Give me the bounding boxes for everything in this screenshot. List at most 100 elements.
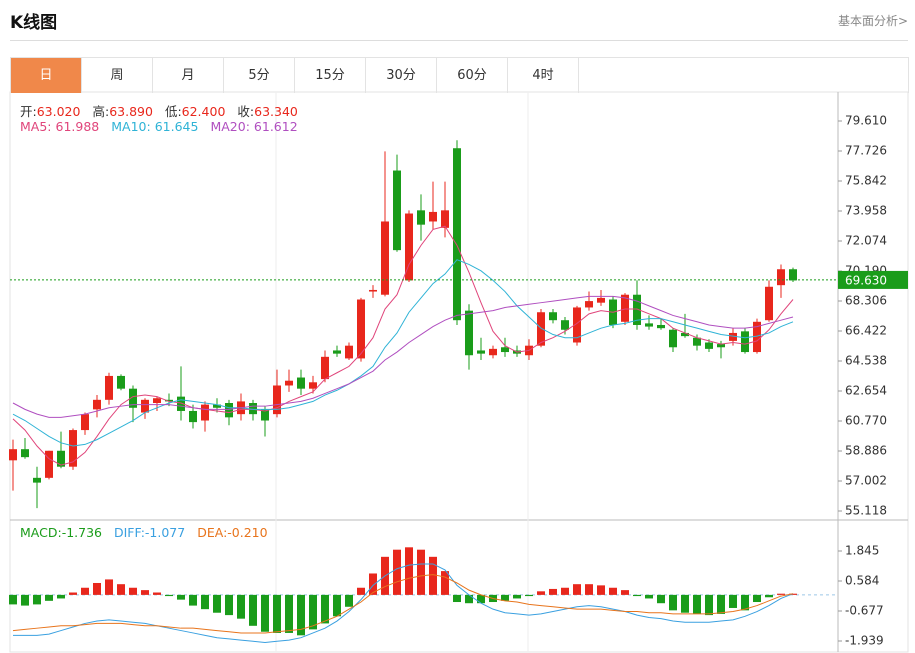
info-label: 低: bbox=[164, 104, 182, 119]
macd-bar bbox=[717, 594, 725, 614]
ma-value: 61.612 bbox=[253, 119, 298, 134]
macd-value: -1.077 bbox=[144, 525, 186, 540]
tab[interactable]: 5分 bbox=[224, 58, 295, 93]
candle-body bbox=[633, 294, 641, 325]
macd-bar bbox=[753, 594, 761, 603]
macd-line bbox=[13, 563, 794, 643]
candle-body bbox=[141, 399, 149, 413]
candle-body bbox=[501, 347, 509, 353]
macd-bar bbox=[669, 594, 677, 611]
candle-body bbox=[369, 289, 377, 292]
candle-body bbox=[765, 286, 773, 321]
macd-bar bbox=[681, 594, 689, 613]
tab[interactable]: 15分 bbox=[295, 58, 366, 93]
macd-bar bbox=[21, 594, 29, 606]
macd-bar bbox=[273, 594, 281, 633]
candle-body bbox=[789, 269, 797, 281]
candle-body bbox=[69, 430, 77, 467]
candle-body bbox=[213, 404, 221, 408]
macd-bar bbox=[285, 594, 293, 633]
candle-body bbox=[741, 331, 749, 353]
candle-body bbox=[693, 337, 701, 346]
macd-bar bbox=[201, 594, 209, 610]
macd-bar bbox=[9, 594, 17, 605]
macd-bar bbox=[105, 579, 113, 595]
tab[interactable]: 30分 bbox=[366, 58, 437, 93]
tab[interactable]: 周 bbox=[82, 58, 153, 93]
info-label: 开: bbox=[20, 104, 37, 119]
macd-bar bbox=[405, 547, 413, 595]
y-tick-label: 68.306 bbox=[845, 293, 887, 307]
y-tick-label: 66.422 bbox=[845, 323, 887, 337]
macd-bar bbox=[297, 594, 305, 636]
y-tick-label: 72.074 bbox=[845, 233, 887, 247]
candle-body bbox=[165, 399, 173, 402]
y-tick-label: 64.538 bbox=[845, 353, 887, 367]
ma-legend: MA5: 61.988 MA10: 61.645 MA20: 61.612 bbox=[20, 119, 298, 134]
y-tick-label: -1.939 bbox=[845, 634, 884, 648]
macd-bar bbox=[777, 593, 785, 595]
ma-item: MA20: 61.612 bbox=[210, 119, 297, 134]
candle-body bbox=[561, 320, 569, 330]
last-price-label: 69.630 bbox=[845, 273, 887, 287]
y-tick-label: 62.654 bbox=[845, 383, 887, 397]
macd-bar bbox=[585, 584, 593, 595]
candle-body bbox=[201, 404, 209, 421]
macd-bar bbox=[513, 594, 521, 599]
candle-body bbox=[441, 210, 449, 228]
macd-bar bbox=[705, 594, 713, 616]
macd-bar bbox=[309, 594, 317, 630]
analysis-link[interactable]: 基本面分析> bbox=[837, 14, 908, 28]
macd-bar bbox=[141, 590, 149, 595]
ma-label: MA5: bbox=[20, 119, 52, 134]
macd-bar bbox=[117, 584, 125, 595]
candle-body bbox=[621, 294, 629, 322]
macd-bar bbox=[525, 594, 533, 597]
tab[interactable]: 60分 bbox=[437, 58, 508, 93]
candle-body bbox=[645, 323, 653, 327]
macd-bar bbox=[321, 594, 329, 624]
macd-bar bbox=[573, 584, 581, 595]
macd-bar bbox=[609, 587, 617, 595]
candle-body bbox=[597, 297, 605, 303]
candle-body bbox=[321, 356, 329, 380]
macd-bar bbox=[501, 594, 509, 601]
ma-label: MA20: bbox=[210, 119, 250, 134]
macd-bar bbox=[237, 594, 245, 619]
macd-bar bbox=[621, 590, 629, 595]
candle-body bbox=[549, 312, 557, 321]
macd-bar bbox=[789, 593, 797, 595]
macd-bar bbox=[633, 594, 641, 597]
candle-body bbox=[705, 342, 713, 349]
info-label: 收: bbox=[237, 104, 255, 119]
tab[interactable]: 月 bbox=[153, 58, 224, 93]
candle-body bbox=[537, 312, 545, 346]
candle-body bbox=[573, 307, 581, 343]
macd-label: MACD: bbox=[20, 525, 62, 540]
candle-body bbox=[261, 409, 269, 421]
info-item: 收:63.340 bbox=[237, 101, 297, 120]
candle-body bbox=[681, 332, 689, 337]
tab[interactable]: 日 bbox=[11, 58, 82, 93]
tab[interactable]: 4时 bbox=[508, 58, 579, 93]
y-tick-label: 75.842 bbox=[845, 174, 887, 188]
macd-bar bbox=[453, 594, 461, 603]
candle-body bbox=[117, 375, 125, 389]
candle-body bbox=[357, 299, 365, 359]
candle-body bbox=[381, 221, 389, 295]
macd-bar bbox=[45, 594, 53, 601]
y-tick-label: 57.002 bbox=[845, 473, 887, 487]
candle-body bbox=[405, 213, 413, 281]
candle-body bbox=[57, 450, 65, 467]
candle-body bbox=[9, 449, 17, 461]
macd-bar bbox=[261, 594, 269, 632]
macd-bar bbox=[153, 592, 161, 595]
macd-line bbox=[12, 574, 794, 634]
macd-bar bbox=[765, 594, 773, 598]
candle-body bbox=[465, 310, 473, 356]
macd-bar bbox=[741, 594, 749, 611]
y-tick-label: 1.845 bbox=[845, 543, 879, 557]
candle-body bbox=[477, 350, 485, 354]
candle-body bbox=[93, 399, 101, 410]
candle-body bbox=[657, 324, 665, 329]
